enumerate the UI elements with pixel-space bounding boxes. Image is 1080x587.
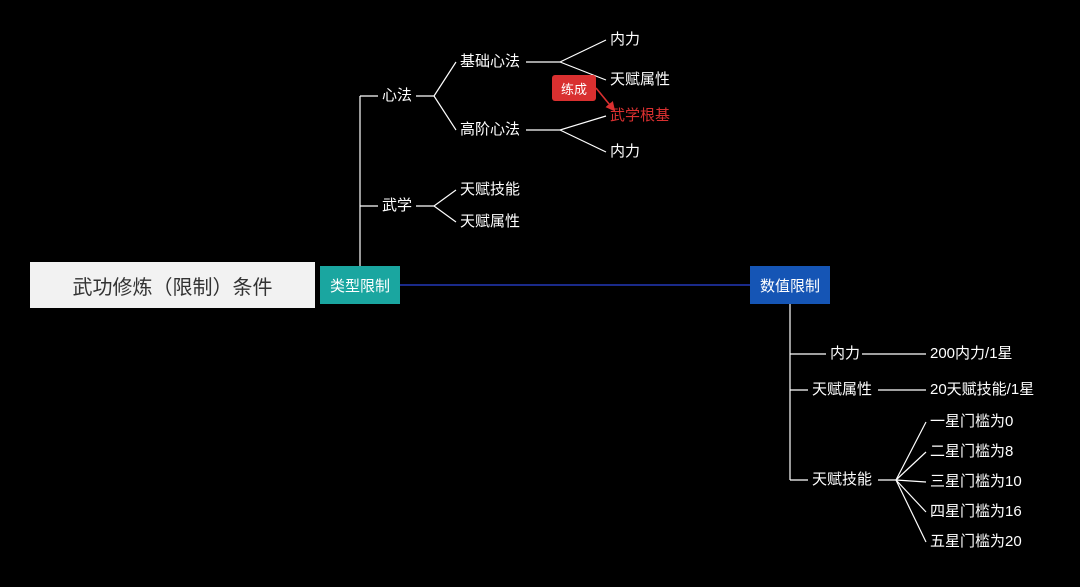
type-limit-label: 类型限制 bbox=[330, 275, 390, 296]
node-star5: 五星门槛为20 bbox=[930, 534, 1022, 549]
node-neili2: 内力 bbox=[610, 144, 640, 159]
node-star4: 四星门槛为16 bbox=[930, 504, 1022, 519]
node-star1: 一星门槛为0 bbox=[930, 414, 1013, 429]
edge bbox=[896, 422, 926, 480]
node-r_tfsx: 20天赋技能/1星 bbox=[930, 382, 1034, 397]
node-wuxue: 武学 bbox=[382, 198, 412, 213]
node-v_tfjn: 天赋技能 bbox=[812, 472, 872, 487]
node-neili1: 内力 bbox=[610, 32, 640, 47]
type-limit-node: 类型限制 bbox=[320, 266, 400, 304]
edge bbox=[434, 190, 456, 206]
root-node: 武功修炼（限制）条件 bbox=[30, 262, 315, 308]
node-jichu: 基础心法 bbox=[460, 54, 520, 69]
value-limit-label: 数值限制 bbox=[760, 275, 820, 296]
liancheng-label: 练成 bbox=[561, 79, 587, 98]
liancheng-badge: 练成 bbox=[552, 75, 596, 101]
node-v_tfsx: 天赋属性 bbox=[812, 382, 872, 397]
edge bbox=[434, 96, 456, 130]
node-v_neili: 内力 bbox=[830, 346, 860, 361]
edge bbox=[896, 480, 926, 512]
node-tfsx1: 天赋属性 bbox=[460, 214, 520, 229]
edge bbox=[560, 116, 606, 130]
edge bbox=[896, 480, 926, 542]
edge bbox=[896, 480, 926, 482]
node-wxgj: 武学根基 bbox=[610, 108, 670, 123]
edge bbox=[434, 206, 456, 222]
edge bbox=[560, 40, 606, 62]
root-label: 武功修炼（限制）条件 bbox=[73, 271, 273, 300]
edge bbox=[434, 62, 456, 96]
node-tfjn1: 天赋技能 bbox=[460, 182, 520, 197]
node-star2: 二星门槛为8 bbox=[930, 444, 1013, 459]
edge bbox=[896, 452, 926, 480]
edge bbox=[560, 130, 606, 152]
node-star3: 三星门槛为10 bbox=[930, 474, 1022, 489]
node-gaojie: 高阶心法 bbox=[460, 122, 520, 137]
node-xinfa: 心法 bbox=[382, 88, 412, 103]
node-r_neili: 200内力/1星 bbox=[930, 346, 1013, 361]
node-tfsx2: 天赋属性 bbox=[610, 72, 670, 87]
value-limit-node: 数值限制 bbox=[750, 266, 830, 304]
